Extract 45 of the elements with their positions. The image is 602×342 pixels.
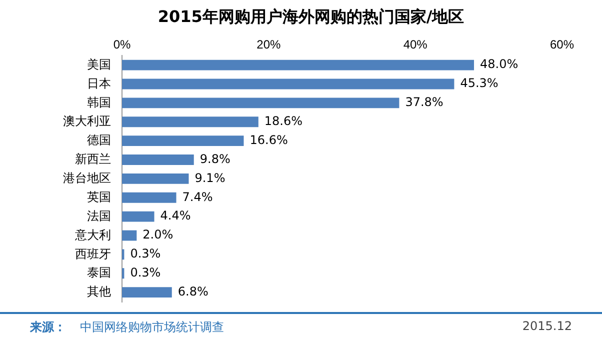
data-label: 48.0% — [480, 57, 518, 72]
y-tick-label: 美国 — [87, 57, 111, 72]
x-tick-label: 60% — [550, 38, 574, 52]
bar — [122, 98, 400, 108]
bar — [122, 154, 194, 165]
bar — [122, 192, 176, 203]
y-tick-label: 英国 — [87, 190, 111, 204]
bar — [122, 230, 137, 241]
text: 中国网络购物市场统计调查 — [80, 319, 224, 336]
data-label: 0.3% — [130, 246, 161, 261]
bar — [122, 211, 154, 222]
bar — [122, 173, 189, 184]
bar — [122, 136, 244, 146]
data-label: 16.6% — [250, 132, 288, 147]
bar — [122, 116, 258, 128]
x-tick-label: 0% — [113, 38, 131, 52]
data-label: 2.0% — [142, 228, 174, 242]
x-tick-label: 20% — [256, 38, 281, 52]
y-tick-label: 西班牙 — [75, 246, 111, 261]
y-tick-label: 澳大利亚 — [63, 114, 111, 128]
bar — [122, 60, 474, 70]
data-label: 45.3% — [460, 76, 498, 90]
y-tick-label: 新西兰 — [75, 152, 111, 166]
y-tick-label: 德国 — [87, 133, 111, 148]
chart-title: 2015年网购用户海外网购的热门国家/地区 — [158, 6, 464, 26]
y-tick-label: 其他 — [87, 284, 111, 299]
source-note: 来源： — [30, 319, 66, 336]
data-label: 4.4% — [160, 208, 191, 223]
text: 2015.12 — [522, 319, 572, 333]
data-label: 0.3% — [130, 266, 161, 280]
data-label: 37.8% — [405, 95, 444, 110]
bar — [122, 287, 172, 298]
data-label: 9.1% — [194, 170, 226, 185]
data-label: 18.6% — [264, 114, 303, 128]
y-tick-label: 港台地区 — [63, 171, 111, 186]
y-tick-label: 泰国 — [87, 266, 111, 280]
bar — [122, 78, 454, 90]
y-tick-label: 法国 — [87, 208, 111, 223]
y-tick-label: 日本 — [87, 76, 111, 90]
y-tick-label: 韩国 — [87, 95, 111, 110]
data-label: 7.4% — [182, 190, 213, 204]
x-tick-label: 40% — [403, 38, 428, 52]
data-label: 9.8% — [200, 152, 230, 166]
y-tick-label: 意大利 — [74, 228, 111, 242]
data-label: 6.8% — [178, 284, 208, 298]
